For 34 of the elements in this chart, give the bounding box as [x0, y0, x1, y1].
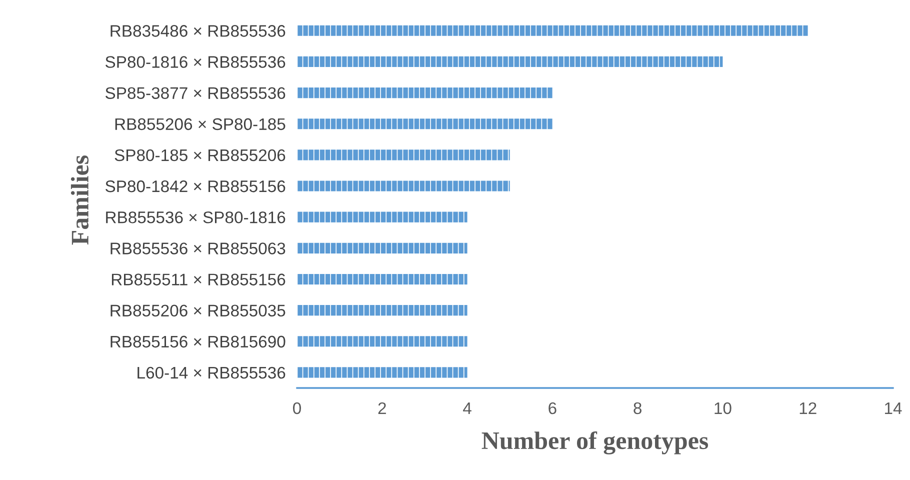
x-tick-label: 6: [548, 402, 556, 414]
y-tick-label: L60-14 × RB855536: [138, 366, 286, 379]
x-tick-label: 8: [634, 402, 642, 414]
bar: [297, 180, 510, 192]
y-tick-label: RB855536 × SP80-1816: [106, 211, 286, 224]
bar: [297, 242, 468, 254]
x-tick-label: 4: [463, 402, 472, 414]
bar: [297, 150, 510, 160]
y-tick-label: SP80-185 × RB855206: [114, 149, 286, 162]
y-tick-label: SP80-1842 × RB855156: [105, 180, 286, 192]
x-tick-label: 12: [800, 402, 816, 414]
bar: [297, 88, 552, 98]
bar: [297, 274, 468, 285]
x-axis-title: Number of genotypes: [482, 431, 708, 454]
bar: [297, 25, 808, 36]
x-tick-label: 0: [293, 402, 301, 414]
y-tick-label: SP85-3877 × RB855536: [105, 87, 286, 99]
y-axis-title: Families: [70, 155, 89, 245]
y-tick-label: RB855206 × RB855035: [110, 304, 286, 317]
y-tick-label: SP80-1816 × RB855536: [105, 56, 286, 68]
bar: [297, 56, 723, 67]
y-tick-label: RB855536 × RB855063: [110, 242, 286, 254]
x-tick-label: 10: [714, 402, 732, 414]
x-tick-label: 2: [378, 402, 386, 414]
y-tick-label: RB835486 × RB855536: [110, 25, 286, 37]
y-tick-label: RB855206 × SP80-185: [115, 118, 286, 130]
y-tick-label: RB855156 × RB815690: [110, 336, 286, 348]
y-tick-label: RB855511 × RB855156: [112, 274, 286, 286]
bar: [297, 336, 468, 347]
bar: [297, 212, 468, 222]
bar: [297, 367, 468, 378]
bar: [297, 118, 552, 130]
bar: [297, 305, 468, 316]
x-tick-label: 14: [885, 402, 902, 414]
